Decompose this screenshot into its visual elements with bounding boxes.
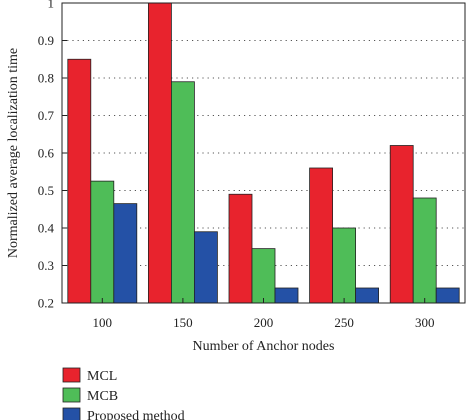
y-tick-label: 1	[48, 0, 55, 11]
bar-mcl-200	[228, 193, 253, 304]
bar-mcl-150	[147, 2, 172, 304]
y-tick-label: 0.6	[38, 146, 55, 161]
x-axis-ticks: 100 150 200 250 300	[93, 298, 435, 330]
y-tick-label: 0.3	[38, 258, 54, 273]
bar-mcb-100	[90, 180, 115, 304]
legend-label: MCB	[87, 389, 118, 404]
y-axis-ticks: 0.2 0.3 0.4 0.5 0.6 0.7 0.8 0.9 1	[38, 0, 67, 311]
bar-mcb-150	[170, 81, 195, 304]
bar-mcl-300	[389, 145, 414, 304]
bar-mcl-250	[309, 167, 334, 304]
legend: MCL MCB Proposed method	[62, 367, 185, 420]
y-tick-label: 0.9	[38, 33, 54, 48]
bar-mcl-100	[67, 58, 92, 304]
x-tick-label: 100	[93, 315, 113, 330]
legend-swatch	[62, 407, 81, 420]
bar-mcb-200	[251, 248, 276, 304]
y-tick-label: 0.5	[38, 183, 54, 198]
bar-proposed-method-100	[113, 203, 138, 304]
x-tick-label: 200	[254, 315, 274, 330]
legend-label: Proposed method	[87, 409, 185, 420]
legend-swatch	[62, 367, 81, 383]
bar-mcb-250	[332, 227, 357, 304]
x-axis-label: Number of Anchor nodes	[193, 339, 335, 354]
bar-proposed-method-250	[355, 287, 380, 304]
x-tick-label: 250	[334, 315, 354, 330]
y-axis-label: Normalized average localization time	[6, 48, 21, 258]
bar-proposed-method-200	[274, 287, 299, 304]
y-tick-label: 0.7	[38, 108, 55, 123]
bar-mcb-300	[412, 197, 437, 304]
y-tick-label: 0.2	[38, 296, 54, 311]
y-tick-label: 0.8	[38, 71, 54, 86]
y-tick-label: 0.4	[38, 221, 55, 236]
bar-proposed-method-300	[435, 287, 460, 304]
x-tick-label: 150	[173, 315, 193, 330]
bar-proposed-method-150	[193, 231, 218, 304]
bars	[67, 2, 460, 304]
x-tick-label: 300	[415, 315, 435, 330]
legend-label: MCL	[87, 369, 117, 384]
legend-swatch	[62, 387, 81, 403]
